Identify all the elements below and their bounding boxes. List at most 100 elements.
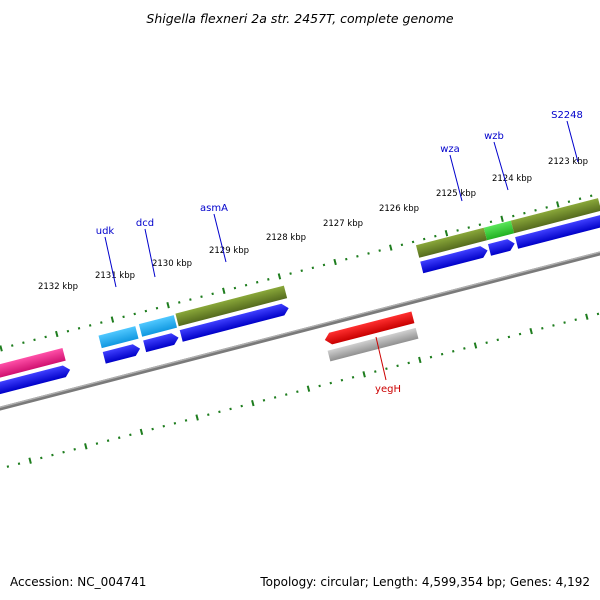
outer-ring-minor-tick xyxy=(211,292,214,296)
gene-label-asmA: asmA xyxy=(200,203,228,214)
leader-asmA xyxy=(213,213,227,263)
outer-ring-minor-tick xyxy=(33,338,36,342)
outer-ring-minor-tick xyxy=(122,315,125,319)
inner-ring-major-tick xyxy=(418,356,422,364)
outer-ring-minor-tick xyxy=(66,329,70,333)
inner-ring-minor-tick xyxy=(507,335,511,339)
inner-ring-minor-tick xyxy=(396,364,399,368)
inner-ring-minor-tick xyxy=(574,318,577,322)
outer-ring-minor-tick xyxy=(512,214,515,218)
inner-ring-minor-tick xyxy=(17,462,21,465)
accession-text: Accession: NC_004741 xyxy=(10,575,146,589)
tick-label: 2128 kbp xyxy=(266,233,306,243)
inner-ring-major-tick xyxy=(84,443,88,450)
tick-label: 2131 kbp xyxy=(95,271,135,281)
tick-label: 2132 kbp xyxy=(38,282,78,292)
inner-ring-minor-tick xyxy=(51,453,54,457)
inner-ring-major-tick xyxy=(28,457,32,464)
outer-ring-major-tick xyxy=(55,330,59,338)
gene-wza-bar xyxy=(415,227,488,258)
outer-ring-minor-tick xyxy=(534,208,537,212)
gene-pink-bar xyxy=(0,348,66,379)
outer-ring-minor-tick xyxy=(267,278,270,281)
gene-label-layer: udk dcd asmA wza wzb S2248 yegH xyxy=(96,110,583,395)
inner-ring-minor-tick xyxy=(273,396,277,399)
inner-ring-minor-tick xyxy=(440,352,444,356)
inner-ring-minor-tick xyxy=(374,370,377,373)
cds-arrow-dcd xyxy=(143,333,179,353)
tick-label: 2126 kbp xyxy=(379,204,419,214)
inner-ring-minor-tick xyxy=(229,407,232,411)
outer-ring-minor-tick xyxy=(189,298,192,301)
inner-ring-minor-tick xyxy=(106,439,110,442)
gene-yegH-bar xyxy=(327,327,419,362)
topology-summary: Topology: circular; Length: 4,599,354 bp… xyxy=(259,575,590,589)
outer-ring-minor-tick xyxy=(567,200,571,203)
gene-dcd-bar xyxy=(138,315,178,337)
outer-ring-minor-tick xyxy=(322,263,326,267)
inner-ring-minor-tick xyxy=(563,321,566,324)
gene-udk-bar xyxy=(98,326,139,349)
outer-ring-minor-tick xyxy=(133,312,136,316)
tick-label: 2125 kbp xyxy=(436,189,476,199)
inner-ring-minor-tick xyxy=(485,341,488,345)
outer-ring-minor-tick xyxy=(589,194,593,198)
outer-ring-major-tick xyxy=(166,302,170,309)
inner-ring-minor-tick xyxy=(184,419,188,422)
leader-wza xyxy=(449,154,463,202)
inner-ring-major-tick xyxy=(529,327,533,335)
outer-ring-minor-tick xyxy=(255,280,259,284)
inner-ring-minor-tick xyxy=(407,361,410,365)
inner-ring-minor-tick xyxy=(518,332,522,336)
outer-ring-minor-tick xyxy=(400,243,404,247)
inner-ring-minor-tick xyxy=(463,347,466,350)
gene-S2248-bar xyxy=(510,198,600,234)
leader-S2248 xyxy=(566,120,579,163)
inner-ring-minor-tick xyxy=(451,350,455,353)
inner-ring-minor-tick xyxy=(329,381,333,385)
cds-arrow-yegH xyxy=(324,311,415,345)
inner-ring-minor-tick xyxy=(73,447,76,451)
outer-ring-minor-tick xyxy=(434,234,437,238)
outer-ring-minor-tick xyxy=(100,321,103,324)
outer-ring-minor-tick xyxy=(77,327,81,330)
outer-ring-major-tick xyxy=(333,258,337,266)
inner-ring-minor-tick xyxy=(173,422,177,425)
inner-ring-minor-tick xyxy=(552,324,555,327)
outer-ring-minor-tick xyxy=(489,220,493,224)
inner-ring-major-tick xyxy=(251,399,255,407)
gene-label-dcd: dcd xyxy=(136,218,154,229)
inner-ring-major-tick xyxy=(362,371,366,378)
outer-ring-minor-tick xyxy=(467,226,470,229)
outer-ring-minor-tick xyxy=(356,255,359,258)
inner-ring-minor-tick xyxy=(385,367,388,370)
inner-ring-minor-tick xyxy=(262,399,266,402)
outer-ring-major-tick xyxy=(0,345,3,352)
outer-ring-minor-tick xyxy=(88,324,92,327)
outer-ring-major-tick xyxy=(444,230,449,237)
inner-ring-minor-tick xyxy=(117,436,121,440)
outer-ring-major-tick xyxy=(110,316,115,323)
inner-ring-minor-tick xyxy=(62,450,65,454)
outer-ring-minor-tick xyxy=(523,211,526,215)
inner-ring-minor-tick xyxy=(351,375,355,379)
outer-ring-minor-tick xyxy=(11,344,14,347)
tick-label: 2129 kbp xyxy=(209,246,249,256)
inner-ring-major-tick xyxy=(585,313,589,320)
gene-wzb-bar xyxy=(483,220,515,241)
gene-label-udk: udk xyxy=(96,226,115,237)
outer-ring-major-tick xyxy=(500,215,504,222)
outer-ring-minor-tick xyxy=(545,206,548,209)
outer-ring-minor-tick xyxy=(22,341,25,345)
outer-ring-minor-tick xyxy=(233,286,237,290)
outer-ring-minor-tick xyxy=(345,257,348,261)
leader-dcd xyxy=(144,228,156,278)
gene-label-yegH: yegH xyxy=(375,384,401,395)
inner-ring-minor-tick xyxy=(218,410,221,414)
inner-ring-minor-tick xyxy=(240,404,243,408)
inner-ring-minor-tick xyxy=(596,312,600,316)
outer-ring-minor-tick xyxy=(178,301,181,304)
track-group xyxy=(0,194,600,468)
gene-label-wza: wza xyxy=(440,144,460,155)
inner-ring-major-tick xyxy=(473,342,478,349)
